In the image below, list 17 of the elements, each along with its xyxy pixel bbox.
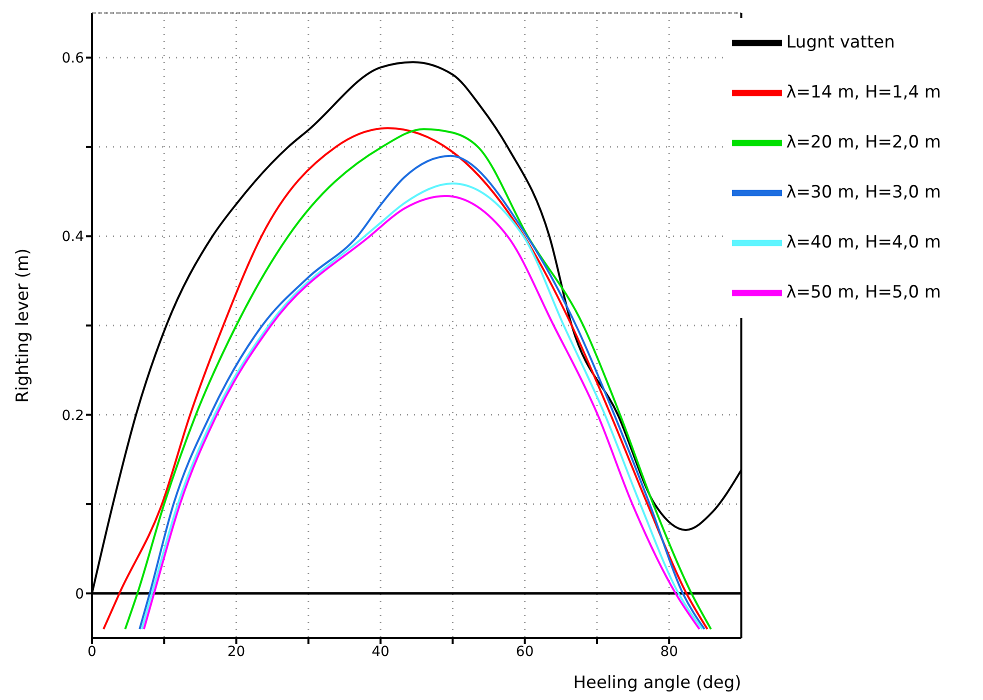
x-tick-label: 20: [227, 644, 246, 660]
x-tick-label: 60: [516, 644, 534, 660]
legend-label: Lugnt vatten: [786, 32, 895, 53]
x-axis-title: Heeling angle (deg): [573, 673, 742, 693]
legend-label: λ=40 m, H=4,0 m: [786, 232, 941, 253]
legend-label: λ=50 m, H=5,0 m: [786, 282, 941, 303]
x-tick-label: 0: [88, 644, 96, 660]
legend-label: λ=30 m, H=3,0 m: [786, 182, 941, 203]
y-tick-label: 0.4: [62, 229, 84, 246]
y-axis-title: Righting lever (m): [13, 248, 34, 403]
y-tick-label: 0.2: [62, 408, 84, 424]
legend-label: λ=20 m, H=2,0 m: [786, 132, 941, 153]
legend-label: λ=14 m, H=1,4 m: [786, 82, 941, 103]
x-tick-label: 40: [372, 644, 390, 660]
y-tick-label: 0: [75, 586, 84, 602]
x-tick-label: 80: [660, 644, 678, 660]
y-tick-label: 0.6: [62, 50, 84, 67]
